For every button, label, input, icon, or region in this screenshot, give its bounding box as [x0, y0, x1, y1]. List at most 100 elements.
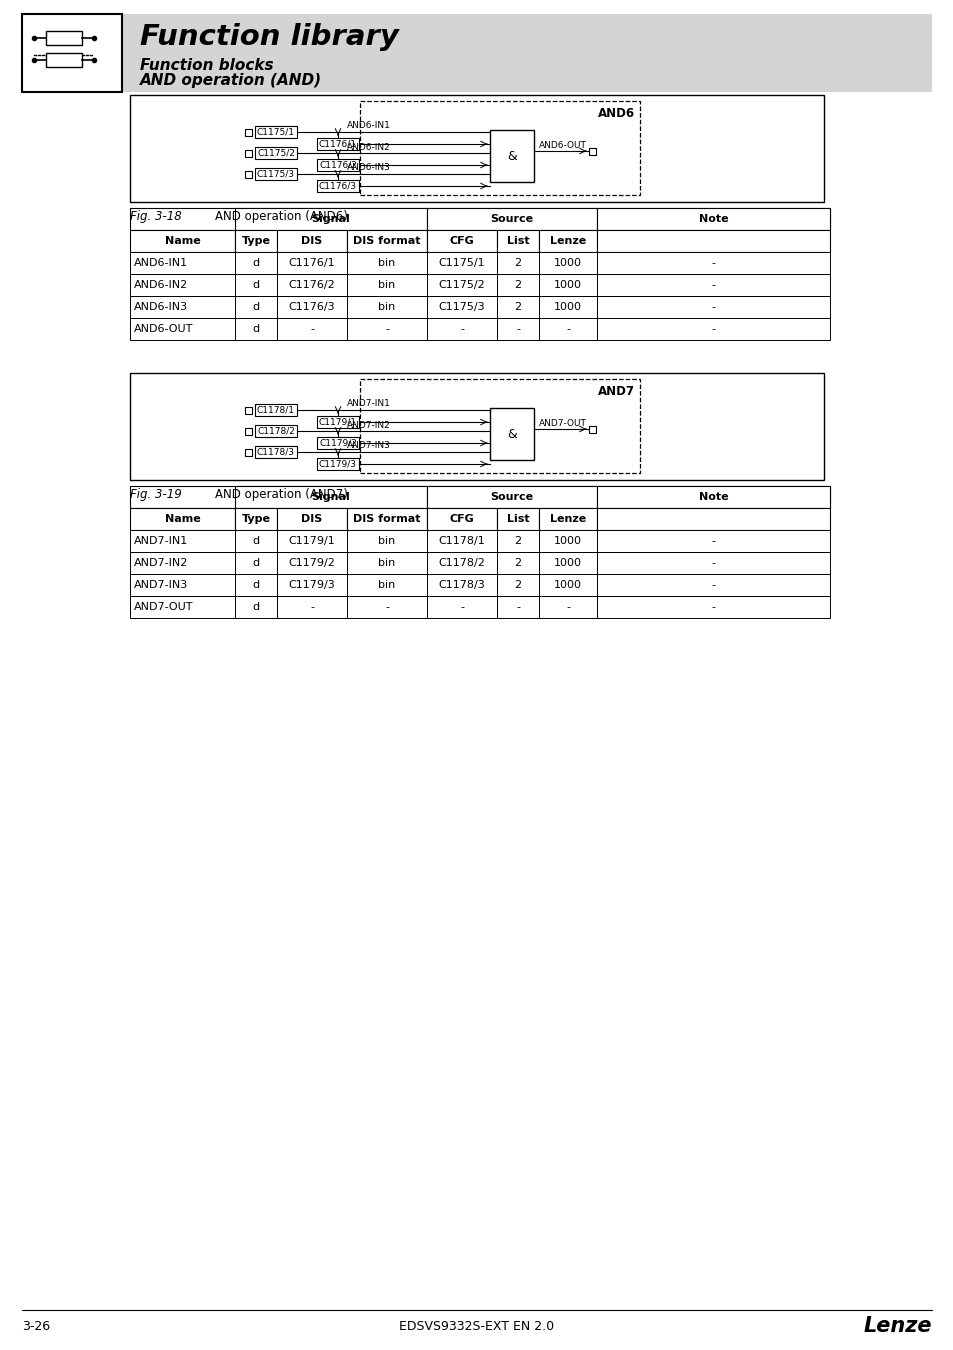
Text: Signal: Signal: [312, 491, 350, 502]
Bar: [538, 252, 597, 274]
Text: Lenze: Lenze: [862, 1316, 931, 1336]
Text: AND7-IN3: AND7-IN3: [133, 580, 188, 590]
Bar: [234, 252, 276, 274]
Text: AND7-OUT: AND7-OUT: [538, 418, 586, 428]
Text: -: -: [565, 324, 569, 333]
Bar: [347, 595, 427, 618]
Bar: [130, 274, 234, 296]
Text: AND operation (AND): AND operation (AND): [140, 73, 322, 88]
Text: Type: Type: [241, 514, 271, 524]
Bar: [427, 208, 597, 230]
Text: Lenze: Lenze: [549, 514, 585, 524]
Bar: [497, 252, 538, 274]
Bar: [347, 552, 427, 574]
Bar: [497, 595, 538, 618]
Bar: [276, 508, 347, 531]
Text: -: -: [711, 602, 715, 612]
Bar: [597, 552, 829, 574]
Bar: [316, 180, 358, 192]
Text: DIS format: DIS format: [353, 514, 420, 524]
Text: List: List: [506, 236, 529, 246]
Text: C1175/1: C1175/1: [256, 127, 294, 136]
Bar: [497, 319, 538, 340]
Text: Note: Note: [698, 215, 727, 224]
Text: Source: Source: [490, 215, 533, 224]
Text: -: -: [711, 324, 715, 333]
Text: 2: 2: [514, 302, 521, 312]
Bar: [234, 531, 276, 552]
Bar: [130, 208, 829, 230]
Bar: [245, 406, 252, 414]
Bar: [538, 319, 597, 340]
Text: -: -: [310, 602, 314, 612]
Bar: [316, 437, 358, 450]
Text: &: &: [507, 428, 517, 440]
Bar: [234, 208, 427, 230]
Text: Function blocks: Function blocks: [140, 58, 274, 73]
Bar: [276, 574, 347, 595]
Text: -: -: [565, 602, 569, 612]
Text: d: d: [253, 602, 259, 612]
Text: C1179/1: C1179/1: [289, 536, 335, 545]
Bar: [427, 595, 497, 618]
Bar: [597, 230, 829, 252]
Text: C1178/2: C1178/2: [438, 558, 485, 568]
Bar: [347, 531, 427, 552]
Bar: [538, 574, 597, 595]
Bar: [597, 208, 829, 230]
Bar: [597, 508, 829, 531]
Bar: [245, 150, 252, 157]
Text: 2: 2: [514, 558, 521, 568]
Text: AND7-OUT: AND7-OUT: [133, 602, 193, 612]
Bar: [234, 296, 276, 319]
Text: Signal: Signal: [312, 215, 350, 224]
Bar: [130, 508, 234, 531]
Bar: [497, 230, 538, 252]
Bar: [46, 31, 82, 45]
Bar: [538, 552, 597, 574]
Bar: [359, 101, 639, 194]
Bar: [538, 531, 597, 552]
Text: C1175/2: C1175/2: [256, 148, 294, 158]
Text: d: d: [253, 536, 259, 545]
Bar: [538, 296, 597, 319]
Text: 1000: 1000: [554, 279, 581, 290]
Bar: [245, 428, 252, 435]
Bar: [427, 230, 497, 252]
Text: Note: Note: [698, 491, 727, 502]
Bar: [234, 552, 276, 574]
Bar: [597, 296, 829, 319]
Bar: [347, 230, 427, 252]
Text: AND operation (AND7): AND operation (AND7): [214, 487, 348, 501]
Text: 3-26: 3-26: [22, 1319, 51, 1332]
Bar: [597, 595, 829, 618]
Text: AND7-IN3: AND7-IN3: [347, 441, 391, 451]
Bar: [130, 552, 234, 574]
Text: Fig. 3-18: Fig. 3-18: [130, 211, 182, 223]
Bar: [359, 379, 639, 472]
Text: DIS format: DIS format: [353, 236, 420, 246]
Bar: [316, 138, 358, 150]
Text: d: d: [253, 580, 259, 590]
Text: AND6-IN1: AND6-IN1: [133, 258, 188, 269]
Bar: [497, 552, 538, 574]
Text: EDSVS9332S-EXT EN 2.0: EDSVS9332S-EXT EN 2.0: [399, 1319, 554, 1332]
Bar: [245, 130, 252, 136]
Text: AND6-IN1: AND6-IN1: [347, 122, 391, 131]
Bar: [316, 416, 358, 428]
Bar: [234, 574, 276, 595]
Bar: [347, 319, 427, 340]
Bar: [276, 595, 347, 618]
Bar: [276, 531, 347, 552]
Text: bin: bin: [378, 258, 395, 269]
Bar: [588, 147, 596, 154]
Text: -: -: [711, 580, 715, 590]
Bar: [427, 574, 497, 595]
Bar: [490, 130, 534, 182]
Text: d: d: [253, 258, 259, 269]
Bar: [245, 171, 252, 178]
Text: d: d: [253, 324, 259, 333]
Bar: [316, 159, 358, 171]
Bar: [130, 373, 823, 481]
Bar: [427, 319, 497, 340]
